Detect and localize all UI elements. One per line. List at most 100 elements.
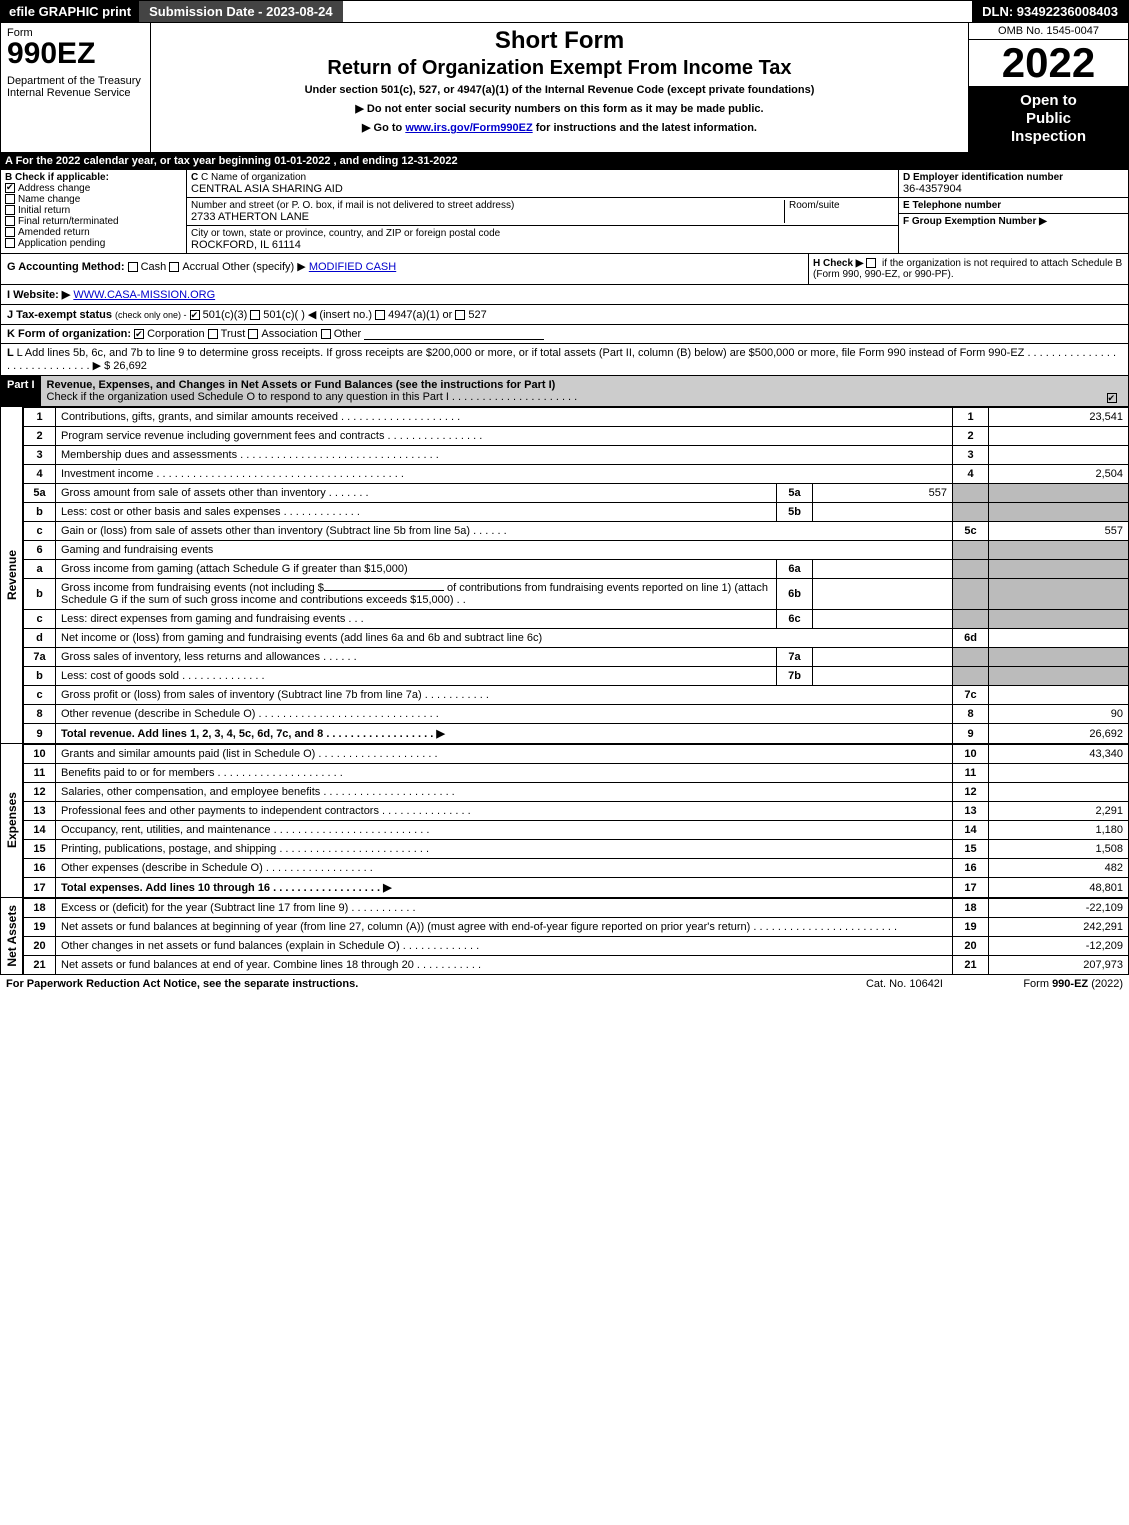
submission-date-label: Submission Date - 2023-08-24 <box>139 1 343 22</box>
instr-pre: ▶ Go to <box>362 122 405 134</box>
form-number: 990EZ <box>7 39 144 69</box>
efile-print-label[interactable]: efile GRAPHIC print <box>1 1 139 22</box>
instr-ssn: ▶ Do not enter social security numbers o… <box>155 102 964 115</box>
line-7b: bLess: cost of goods sold . . . . . . . … <box>24 667 1129 686</box>
check-initial-return[interactable] <box>5 205 15 215</box>
check-527[interactable] <box>455 310 465 320</box>
check-501c3[interactable] <box>190 310 200 320</box>
footer-form-post: (2022) <box>1088 978 1123 990</box>
open-public-inspection: Open to Public Inspection <box>969 86 1128 152</box>
line-6a: aGross income from gaming (attach Schedu… <box>24 560 1129 579</box>
check-name-change[interactable] <box>5 194 15 204</box>
footer-cat-no: Cat. No. 10642I <box>866 978 943 990</box>
j-label: J Tax-exempt status <box>7 309 112 321</box>
other-org-blank <box>364 339 544 340</box>
opt-accrual: Accrual <box>182 261 219 273</box>
check-label: Address change <box>18 183 90 194</box>
part-i-check-text: Check if the organization used Schedule … <box>47 391 578 403</box>
open-1: Open to <box>973 92 1124 110</box>
org-name: CENTRAL ASIA SHARING AID <box>191 183 894 195</box>
check-label: Final return/terminated <box>18 216 119 227</box>
tax-year: 2022 <box>969 40 1128 86</box>
check-corporation[interactable] <box>134 329 144 339</box>
form-header: Form 990EZ Department of the Treasury In… <box>0 23 1129 153</box>
city-label: City or town, state or province, country… <box>191 228 894 239</box>
line-3: 3Membership dues and assessments . . . .… <box>24 446 1129 465</box>
revenue-side-label: Revenue <box>1 407 23 744</box>
website-link[interactable]: WWW.CASA-MISSION.ORG <box>73 289 215 301</box>
title-short-form: Short Form <box>155 27 964 55</box>
line-19: 19Net assets or fund balances at beginni… <box>24 918 1129 937</box>
check-schedule-b[interactable] <box>866 258 876 268</box>
room-label: Room/suite <box>784 200 894 223</box>
check-final-return[interactable] <box>5 216 15 226</box>
expenses-side-label: Expenses <box>1 744 23 898</box>
part-i-label: Part I <box>1 376 41 406</box>
opt-other-org: Other <box>334 328 362 340</box>
line-17: 17Total expenses. Add lines 10 through 1… <box>24 878 1129 898</box>
street-value: 2733 ATHERTON LANE <box>191 211 784 223</box>
accounting-method-value[interactable]: MODIFIED CASH <box>309 261 396 273</box>
expenses-table: 10Grants and similar amounts paid (list … <box>23 744 1129 898</box>
box-b: B Check if applicable: Address change Na… <box>1 170 187 253</box>
row-l: L L Add lines 5b, 6c, and 7b to line 9 t… <box>0 344 1129 376</box>
row-gh: G Accounting Method: Cash Accrual Other … <box>0 254 1129 285</box>
opt-501c3: 501(c)(3) <box>203 309 248 321</box>
line-12: 12Salaries, other compensation, and empl… <box>24 783 1129 802</box>
line-5a: 5aGross amount from sale of assets other… <box>24 484 1129 503</box>
h-label: H Check ▶ <box>813 258 863 269</box>
line-4: 4Investment income . . . . . . . . . . .… <box>24 465 1129 484</box>
opt-cash: Cash <box>141 261 167 273</box>
check-501c[interactable] <box>250 310 260 320</box>
header-title-area: Short Form Return of Organization Exempt… <box>151 23 968 152</box>
check-application-pending[interactable] <box>5 238 15 248</box>
omb-number: OMB No. 1545-0047 <box>969 23 1128 40</box>
line-5c: cGain or (loss) from sale of assets othe… <box>24 522 1129 541</box>
netassets-side-label: Net Assets <box>1 898 23 975</box>
footer-paperwork: For Paperwork Reduction Act Notice, see … <box>6 978 866 990</box>
row-h: H Check ▶ if the organization is not req… <box>808 254 1128 284</box>
check-accrual[interactable] <box>169 262 179 272</box>
opt-501c: 501(c)( ) ◀ (insert no.) <box>263 309 372 321</box>
street-label: Number and street (or P. O. box, if mail… <box>191 200 784 211</box>
check-label: Name change <box>18 194 80 205</box>
city-value: ROCKFORD, IL 61114 <box>191 239 894 251</box>
line-6c: cLess: direct expenses from gaming and f… <box>24 610 1129 629</box>
expenses-block: Expenses 10Grants and similar amounts pa… <box>0 744 1129 898</box>
l6b-blank <box>324 590 444 591</box>
ein-value: 36-4357904 <box>903 183 1124 195</box>
check-amended-return[interactable] <box>5 227 15 237</box>
section-a-text: A For the 2022 calendar year, or tax yea… <box>1 153 1128 169</box>
tel-label: E Telephone number <box>903 200 1124 211</box>
check-association[interactable] <box>248 329 258 339</box>
open-3: Inspection <box>973 128 1124 146</box>
opt-trust: Trust <box>221 328 246 340</box>
check-other-org[interactable] <box>321 329 331 339</box>
instr-goto: ▶ Go to www.irs.gov/Form990EZ for instru… <box>155 121 964 134</box>
check-label: Initial return <box>18 205 70 216</box>
check-trust[interactable] <box>208 329 218 339</box>
j-sub: (check only one) - <box>115 310 187 320</box>
ein-label: D Employer identification number <box>903 172 1124 183</box>
header-right: OMB No. 1545-0047 2022 Open to Public In… <box>968 23 1128 152</box>
row-g: G Accounting Method: Cash Accrual Other … <box>1 254 808 284</box>
open-2: Public <box>973 110 1124 128</box>
dept-line-2: Internal Revenue Service <box>7 87 144 99</box>
irs-link[interactable]: www.irs.gov/Form990EZ <box>405 122 532 134</box>
bcd-block: B Check if applicable: Address change Na… <box>0 170 1129 254</box>
netassets-block: Net Assets 18Excess or (deficit) for the… <box>0 898 1129 975</box>
line-13: 13Professional fees and other payments t… <box>24 802 1129 821</box>
line-16: 16Other expenses (describe in Schedule O… <box>24 859 1129 878</box>
opt-4947: 4947(a)(1) or <box>388 309 452 321</box>
l6b-desc1: Gross income from fundraising events (no… <box>61 582 324 594</box>
line-8: 8Other revenue (describe in Schedule O) … <box>24 705 1129 724</box>
check-address-change[interactable] <box>5 183 15 193</box>
opt-other: Other (specify) ▶ <box>222 261 306 273</box>
line-1: 1Contributions, gifts, grants, and simil… <box>24 408 1129 427</box>
row-k: K Form of organization: Corporation Trus… <box>0 325 1129 344</box>
check-4947[interactable] <box>375 310 385 320</box>
i-label: I Website: ▶ <box>7 289 70 301</box>
check-cash[interactable] <box>128 262 138 272</box>
opt-527: 527 <box>468 309 486 321</box>
check-schedule-o-part-i[interactable] <box>1107 393 1117 403</box>
